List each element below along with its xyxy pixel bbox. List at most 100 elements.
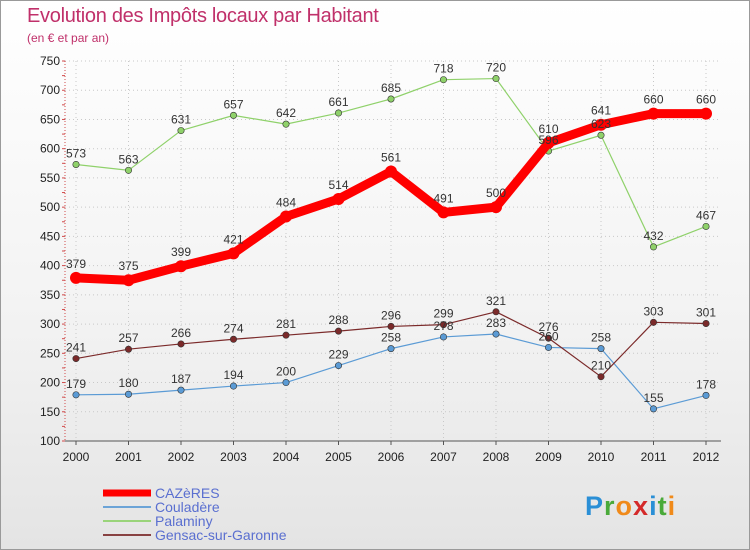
data-point bbox=[177, 340, 185, 348]
chart-subtitle: (en € et par an) bbox=[27, 31, 110, 45]
data-label: 194 bbox=[223, 368, 243, 382]
x-tick-label: 2006 bbox=[378, 450, 405, 464]
data-label: 178 bbox=[696, 377, 716, 391]
data-point bbox=[122, 274, 135, 287]
data-point bbox=[334, 362, 342, 370]
data-label: 660 bbox=[696, 93, 716, 107]
data-point bbox=[544, 343, 552, 351]
data-point bbox=[125, 345, 133, 353]
y-tick-label: 250 bbox=[40, 346, 60, 360]
x-tick-label: 2008 bbox=[483, 450, 510, 464]
data-point bbox=[387, 345, 395, 353]
data-label: 467 bbox=[696, 208, 716, 222]
data-label: 210 bbox=[591, 359, 611, 373]
data-point bbox=[649, 405, 657, 413]
data-point bbox=[334, 327, 342, 335]
data-label: 260 bbox=[538, 329, 558, 343]
data-point bbox=[72, 160, 80, 168]
data-point bbox=[439, 333, 447, 341]
data-point bbox=[385, 165, 397, 178]
data-label: 187 bbox=[171, 372, 191, 386]
data-point bbox=[649, 243, 657, 251]
data-point bbox=[334, 109, 342, 117]
axes: 100 150 200 250 300 350 400 450 500 550 600 650 700 7… bbox=[40, 54, 721, 464]
data-point bbox=[597, 131, 605, 139]
chart-title: Evolution des Impôts locaux par Habitant bbox=[27, 5, 379, 27]
data-label: 258 bbox=[381, 331, 401, 345]
data-label: 200 bbox=[276, 365, 296, 379]
data-point bbox=[230, 111, 238, 119]
x-tick-label: 2005 bbox=[325, 450, 352, 464]
data-point bbox=[387, 95, 395, 103]
data-label: 720 bbox=[486, 61, 506, 75]
data-label: 491 bbox=[433, 191, 453, 205]
data-label: 274 bbox=[223, 321, 243, 335]
data-point bbox=[702, 319, 710, 327]
data-label: 241 bbox=[66, 341, 86, 355]
data-label: 432 bbox=[643, 229, 663, 243]
logo-letter: i bbox=[649, 491, 658, 521]
x-tick-label: 2004 bbox=[273, 450, 300, 464]
data-label: 596 bbox=[538, 133, 558, 147]
data-point bbox=[492, 308, 500, 316]
legend-label: Gensac-sur-Garonne bbox=[155, 527, 287, 543]
data-point bbox=[125, 166, 133, 174]
data-label: 278 bbox=[433, 319, 453, 333]
data-label: 631 bbox=[171, 113, 191, 127]
data-label: 288 bbox=[328, 313, 348, 327]
x-tick-label: 2011 bbox=[641, 450, 667, 464]
data-label: 563 bbox=[118, 152, 138, 166]
data-point bbox=[439, 76, 447, 84]
data-label: 257 bbox=[118, 331, 138, 345]
y-tick-label: 400 bbox=[40, 259, 60, 273]
data-point bbox=[702, 391, 710, 399]
data-point bbox=[72, 391, 80, 399]
data-label: 399 bbox=[171, 245, 191, 259]
data-label: 641 bbox=[591, 104, 611, 118]
x-tick-label: 2002 bbox=[168, 450, 195, 464]
grid-lines bbox=[65, 60, 721, 442]
data-point bbox=[332, 192, 345, 205]
data-label: 379 bbox=[66, 257, 86, 271]
y-tick-label: 450 bbox=[40, 229, 60, 243]
y-tick-label: 150 bbox=[40, 405, 60, 419]
x-tick-label: 2001 bbox=[115, 450, 142, 464]
x-tick-label: 2010 bbox=[588, 450, 615, 464]
y-tick-label: 350 bbox=[40, 288, 60, 302]
x-tick-label: 2000 bbox=[63, 450, 90, 464]
logo-letter: P bbox=[585, 491, 605, 521]
logo-letter: t bbox=[657, 491, 668, 521]
y-tick-label: 300 bbox=[40, 317, 60, 331]
y-tick-label: 700 bbox=[40, 83, 60, 97]
data-label: 514 bbox=[328, 178, 348, 192]
data-label: 561 bbox=[381, 150, 401, 164]
data-label: 484 bbox=[276, 196, 296, 210]
y-tick-label: 500 bbox=[40, 200, 60, 214]
data-point bbox=[282, 379, 290, 387]
data-label: 573 bbox=[66, 146, 86, 160]
data-point bbox=[177, 127, 185, 135]
data-point bbox=[439, 321, 447, 329]
data-label: 421 bbox=[223, 232, 243, 246]
y-tick-label: 550 bbox=[40, 171, 60, 185]
legend-label: Couladère bbox=[155, 499, 220, 515]
data-point bbox=[282, 120, 290, 128]
data-point bbox=[544, 334, 552, 342]
data-point bbox=[125, 390, 133, 398]
data-label: 281 bbox=[276, 317, 296, 331]
data-point bbox=[227, 247, 240, 260]
y-tick-label: 200 bbox=[40, 376, 60, 390]
logo-letter: x bbox=[633, 491, 650, 521]
data-label: 155 bbox=[643, 391, 663, 405]
data-label: 660 bbox=[643, 93, 663, 107]
data-label: 299 bbox=[433, 307, 453, 321]
data-point bbox=[70, 271, 82, 284]
legend-label: Palaminy bbox=[155, 513, 213, 529]
data-point bbox=[597, 373, 605, 381]
proxiti-logo: Proxiti bbox=[585, 491, 676, 522]
data-label: 283 bbox=[486, 316, 506, 330]
x-tick-label: 2009 bbox=[535, 450, 562, 464]
data-label: 685 bbox=[381, 81, 401, 95]
